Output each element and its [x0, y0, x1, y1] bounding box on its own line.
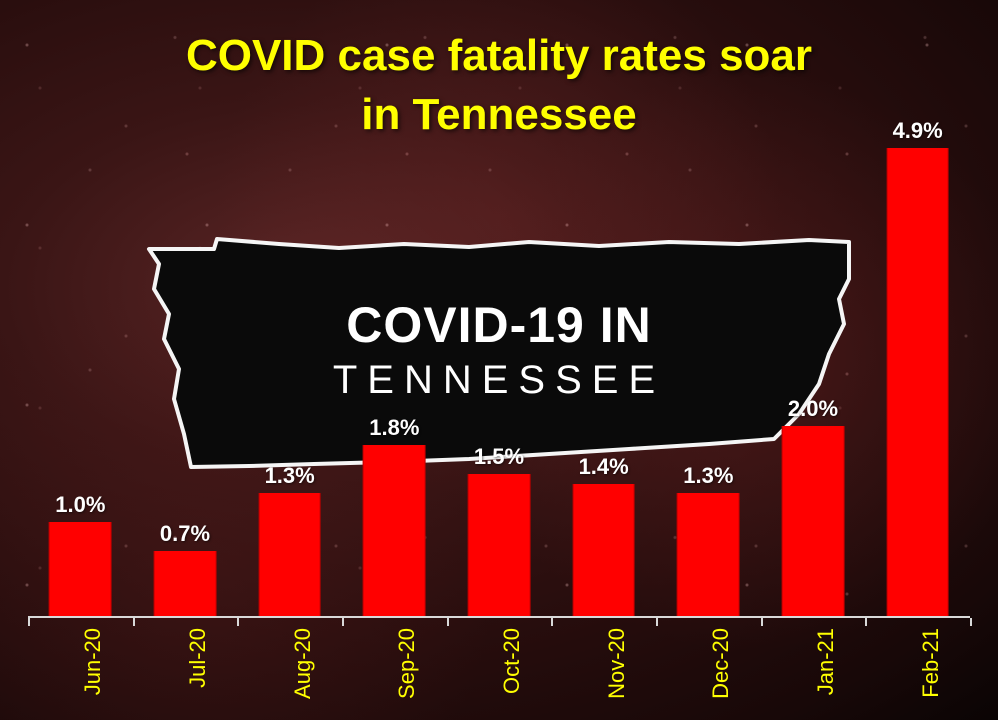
bar: 1.4% — [572, 484, 635, 618]
bar: 4.9% — [886, 148, 949, 618]
bar-value-label: 2.0% — [788, 396, 838, 422]
bar: 2.0% — [782, 426, 845, 618]
x-axis-labels: Jun-20 Jul-20 Aug-20 Sep-20 Oct-20 Nov-20 Dec-… — [28, 618, 970, 698]
bar: 0.7% — [154, 551, 217, 618]
bar-value-label: 0.7% — [160, 521, 210, 547]
bar: 1.0% — [49, 522, 112, 618]
bar: 1.8% — [363, 445, 426, 618]
bar-value-label: 1.0% — [55, 492, 105, 518]
axis-tick — [970, 618, 972, 626]
x-axis-label: Jul-20 — [185, 628, 211, 688]
title-line2: in Tennessee — [0, 85, 998, 144]
bar: 1.5% — [468, 474, 531, 618]
title-line1: COVID case fatality rates soar — [0, 26, 998, 85]
chart-title: COVID case fatality rates soar in Tennes… — [0, 26, 998, 145]
x-axis-label: Aug-20 — [290, 628, 316, 699]
x-axis-label: Oct-20 — [499, 628, 525, 694]
x-axis-label: Nov-20 — [604, 628, 630, 699]
bar-value-label: 1.3% — [265, 463, 315, 489]
chart-container: COVID-19 IN TENNESSEE COVID case fatalit… — [0, 0, 998, 720]
bar-value-label: 1.8% — [369, 415, 419, 441]
bar-value-label: 1.5% — [474, 444, 524, 470]
bar-chart: 1.0% 0.7% 1.3% 1.8% 1.5% 1.4% 1.3% 2.0% 4.9% Jun… — [28, 138, 970, 698]
bar-value-label: 1.4% — [579, 454, 629, 480]
x-axis-label: Sep-20 — [394, 628, 420, 699]
bar-value-label: 1.3% — [683, 463, 733, 489]
x-axis-label: Dec-20 — [708, 628, 734, 699]
plot-area: 1.0% 0.7% 1.3% 1.8% 1.5% 1.4% 1.3% 2.0% 4.9% — [28, 138, 970, 618]
x-axis-label: Feb-21 — [918, 628, 944, 698]
bar: 1.3% — [677, 493, 740, 618]
x-axis-label: Jan-21 — [813, 628, 839, 695]
x-axis-label: Jun-20 — [80, 628, 106, 695]
bar: 1.3% — [258, 493, 321, 618]
